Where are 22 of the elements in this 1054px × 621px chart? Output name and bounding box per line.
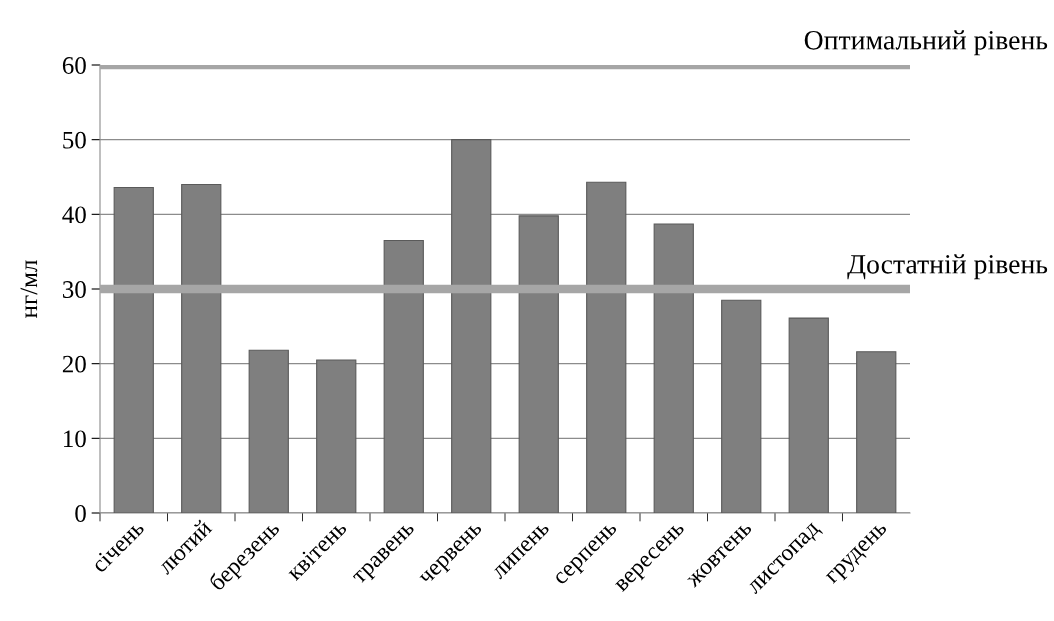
y-tick-label: 30	[63, 281, 86, 298]
bar	[451, 139, 492, 513]
bar	[518, 215, 559, 513]
ref-line-label: Достатній рівень	[847, 254, 1048, 280]
bar	[856, 351, 897, 513]
bar	[316, 359, 357, 513]
y-tick-label: 60	[62, 57, 86, 74]
y-tick-label: 50	[63, 131, 86, 149]
bar	[113, 186, 154, 513]
y-axis-title: нг/мл	[20, 260, 38, 318]
y-tick-label: 10	[64, 430, 86, 448]
ref-line-label: Оптимальний рівень	[804, 30, 1048, 56]
y-tick-label: 0	[75, 505, 86, 522]
bar	[181, 183, 222, 513]
y-tick-label: 40	[62, 206, 86, 224]
bar	[653, 223, 694, 513]
bar	[383, 239, 424, 513]
bar	[721, 299, 762, 513]
bar	[248, 349, 289, 513]
y-tick-label: 20	[62, 355, 86, 373]
bar	[586, 181, 627, 513]
bar	[788, 317, 829, 513]
